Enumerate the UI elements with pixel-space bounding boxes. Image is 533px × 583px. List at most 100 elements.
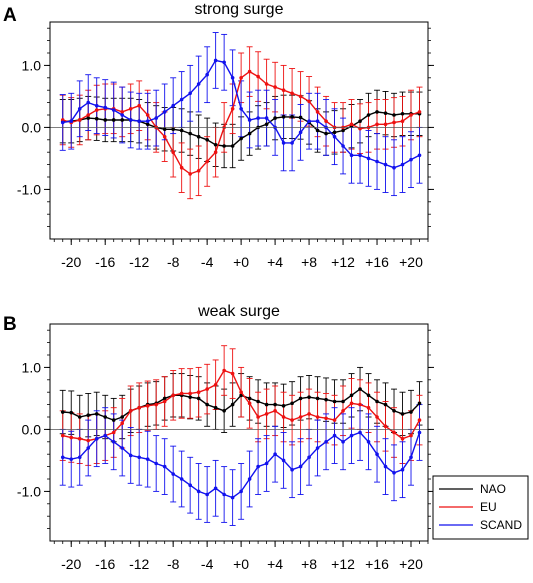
data-point-eu <box>145 404 150 408</box>
panel-strong-surge: A strong surge -1.0 0.0 1.0 -20 -16 -12 -8 -4 +0… <box>3 1 434 270</box>
data-point-eu <box>86 113 91 117</box>
data-point-eu <box>349 401 354 406</box>
y-tick-label: 1.0 <box>22 57 42 73</box>
x-tick-label: +20 <box>399 556 423 572</box>
data-point-nao <box>349 393 354 398</box>
data-point-eu <box>375 415 379 419</box>
y-tick-label: 0.0 <box>22 119 42 135</box>
data-point-nao <box>264 402 269 407</box>
data-point-scand <box>222 60 226 65</box>
data-point-scand <box>392 165 396 170</box>
data-point-scand <box>94 103 99 108</box>
data-point-eu <box>205 387 209 391</box>
data-point-scand <box>162 464 167 469</box>
data-point-scand <box>417 430 422 435</box>
data-point-nao <box>86 413 91 417</box>
data-point-nao <box>230 144 235 148</box>
panel-label-a: A <box>3 5 17 26</box>
data-point-scand <box>383 162 388 167</box>
data-point-scand <box>120 446 125 450</box>
data-point-scand <box>60 455 65 460</box>
data-point-scand <box>196 489 201 494</box>
data-point-scand <box>324 440 328 444</box>
data-point-scand <box>103 433 108 438</box>
data-point-scand <box>281 141 286 145</box>
data-point-scand <box>111 108 116 112</box>
data-point-eu <box>154 402 158 407</box>
data-point-nao <box>103 415 108 419</box>
data-point-scand <box>188 483 192 488</box>
data-point-scand <box>400 467 405 472</box>
data-point-nao <box>179 128 184 133</box>
data-point-scand <box>128 118 133 122</box>
data-point-scand <box>298 130 303 135</box>
x-tick-label: +4 <box>267 254 283 270</box>
data-point-eu <box>179 165 184 170</box>
data-point-eu <box>417 110 422 114</box>
data-point-scand <box>213 486 218 491</box>
data-point-nao <box>315 396 320 401</box>
data-point-scand <box>256 116 260 120</box>
data-point-nao <box>69 410 74 415</box>
data-point-nao <box>281 404 286 408</box>
data-point-eu <box>307 412 311 416</box>
data-point-scand <box>239 489 243 494</box>
data-point-nao <box>273 402 277 407</box>
legend-label-scand: SCAND <box>480 518 522 532</box>
data-point-nao <box>222 409 226 413</box>
data-point-scand <box>247 118 252 122</box>
data-point-scand <box>315 119 320 123</box>
data-point-eu <box>392 430 396 435</box>
data-point-scand <box>86 100 91 105</box>
data-point-scand <box>290 141 294 145</box>
data-point-nao <box>120 118 125 122</box>
data-point-nao <box>162 396 167 401</box>
data-point-scand <box>128 453 133 458</box>
data-point-scand <box>332 134 337 139</box>
data-point-nao <box>290 401 294 406</box>
data-point-nao <box>86 116 91 120</box>
data-point-nao <box>213 142 218 147</box>
data-point-nao <box>264 122 269 127</box>
data-point-nao <box>171 127 175 132</box>
data-point-eu <box>60 118 65 122</box>
data-point-nao <box>366 113 371 117</box>
data-point-eu <box>375 122 379 127</box>
x-tick-label: -20 <box>61 556 81 572</box>
data-point-eu <box>213 382 218 387</box>
x-tick-label: +12 <box>331 556 355 572</box>
data-point-eu <box>239 390 243 395</box>
data-point-eu <box>77 118 82 122</box>
data-point-eu <box>264 82 269 86</box>
data-point-eu <box>247 401 252 406</box>
data-point-scand <box>179 477 184 481</box>
x-tick-label: +0 <box>233 254 249 270</box>
data-point-nao <box>273 116 277 120</box>
data-point-nao <box>247 131 252 136</box>
series-lines-group <box>60 368 422 500</box>
data-point-scand <box>349 153 354 158</box>
data-point-eu <box>213 150 218 154</box>
data-point-eu <box>349 122 354 127</box>
data-point-scand <box>94 436 99 441</box>
data-point-eu <box>298 94 303 99</box>
data-point-nao <box>281 115 286 119</box>
data-point-nao <box>375 399 379 404</box>
data-point-eu <box>77 436 82 441</box>
data-point-nao <box>358 119 362 123</box>
x-tick-label: +16 <box>365 254 389 270</box>
data-point-eu <box>366 405 371 410</box>
data-point-scand <box>366 156 371 161</box>
data-point-eu <box>298 415 303 419</box>
data-point-scand <box>239 107 243 111</box>
data-point-eu <box>196 390 201 395</box>
data-point-eu <box>222 368 226 373</box>
data-point-nao <box>77 415 82 419</box>
legend-entry-scand: SCAND <box>439 518 522 532</box>
data-point-scand <box>273 452 277 457</box>
x-tick-label: +16 <box>365 556 389 572</box>
data-point-eu <box>239 76 243 80</box>
data-point-eu <box>69 435 74 440</box>
data-point-eu <box>120 421 125 426</box>
